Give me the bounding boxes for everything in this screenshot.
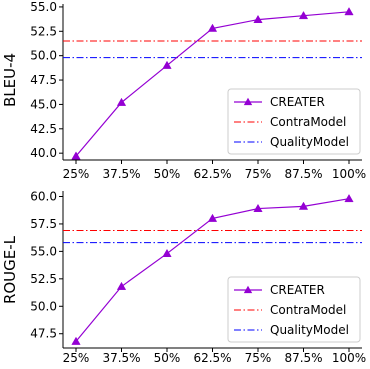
x-tick-label: 50% bbox=[154, 167, 181, 181]
y-tick-label: 60.0 bbox=[30, 189, 57, 203]
y-tick-label: 52.5 bbox=[30, 24, 57, 38]
x-tick-label: 100% bbox=[332, 167, 366, 181]
rouge-chart-panel: 47.5 50.0 52.5 55.0 57.5 60.0 25% 37.5% 50% 62.5%… bbox=[1, 189, 366, 365]
legend-box bbox=[227, 276, 361, 343]
y-tick-label: 52.5 bbox=[30, 272, 57, 286]
legend-label-qualitymodel: QualityModel bbox=[270, 135, 349, 149]
x-tick-label: 87.5% bbox=[284, 351, 322, 365]
y-tick-label: 50.0 bbox=[30, 49, 57, 63]
y-tick-label: 57.5 bbox=[30, 217, 57, 231]
x-tick-label: 25% bbox=[63, 167, 90, 181]
x-tick-label: 37.5% bbox=[102, 167, 140, 181]
y-tick-label: 50.0 bbox=[30, 299, 57, 313]
y-tick-label: 45.0 bbox=[30, 97, 57, 111]
y-tick-label: 47.5 bbox=[30, 73, 57, 87]
x-tick-label: 62.5% bbox=[193, 351, 231, 365]
legend-label-qualitymodel: QualityModel bbox=[270, 323, 349, 337]
bleu-chart-panel: 40.0 42.5 45.0 47.5 50.0 52.5 55.0 25% 37.5% 50% 6… bbox=[1, 0, 366, 181]
data-point-marker bbox=[162, 60, 172, 69]
x-tick-label: 62.5% bbox=[193, 167, 231, 181]
legend-marker-creater bbox=[243, 285, 253, 294]
data-point-marker bbox=[207, 213, 218, 222]
legend-box bbox=[227, 88, 361, 155]
x-tick-label: 25% bbox=[63, 351, 90, 365]
data-point-marker bbox=[253, 203, 263, 212]
x-tick-label: 50% bbox=[154, 351, 181, 365]
data-point-marker bbox=[162, 248, 172, 257]
data-point-marker bbox=[207, 23, 218, 32]
y-tick-label: 42.5 bbox=[30, 122, 57, 136]
data-point-marker bbox=[344, 7, 354, 16]
y-axis-label: ROUGE-L bbox=[1, 235, 19, 304]
data-point-marker bbox=[71, 151, 81, 160]
y-tick-label: 55.0 bbox=[30, 244, 57, 258]
legend-label-creater: CREATER bbox=[270, 95, 325, 109]
data-point-marker bbox=[298, 10, 309, 20]
legend-label-creater: CREATER bbox=[270, 283, 325, 297]
data-point-marker bbox=[344, 193, 354, 203]
y-axis-label: BLEU-4 bbox=[1, 53, 19, 107]
legend-label-contramodel: ContraModel bbox=[270, 303, 346, 317]
data-point-marker bbox=[253, 14, 263, 23]
legend-label-contramodel: ContraModel bbox=[270, 115, 346, 129]
x-tick-label: 100% bbox=[332, 351, 366, 365]
y-tick-label: 40.0 bbox=[30, 146, 57, 160]
data-point-marker bbox=[298, 201, 309, 210]
x-tick-label: 87.5% bbox=[284, 167, 322, 181]
legend-marker-creater bbox=[243, 97, 253, 106]
data-point-marker bbox=[116, 97, 127, 106]
data-point-marker bbox=[71, 336, 81, 345]
x-tick-label: 75% bbox=[245, 351, 272, 365]
x-tick-label: 75% bbox=[245, 167, 272, 181]
y-tick-label: 55.0 bbox=[30, 0, 57, 14]
data-point-marker bbox=[116, 281, 127, 290]
y-tick-label: 47.5 bbox=[30, 327, 57, 341]
x-tick-label: 37.5% bbox=[102, 351, 140, 365]
